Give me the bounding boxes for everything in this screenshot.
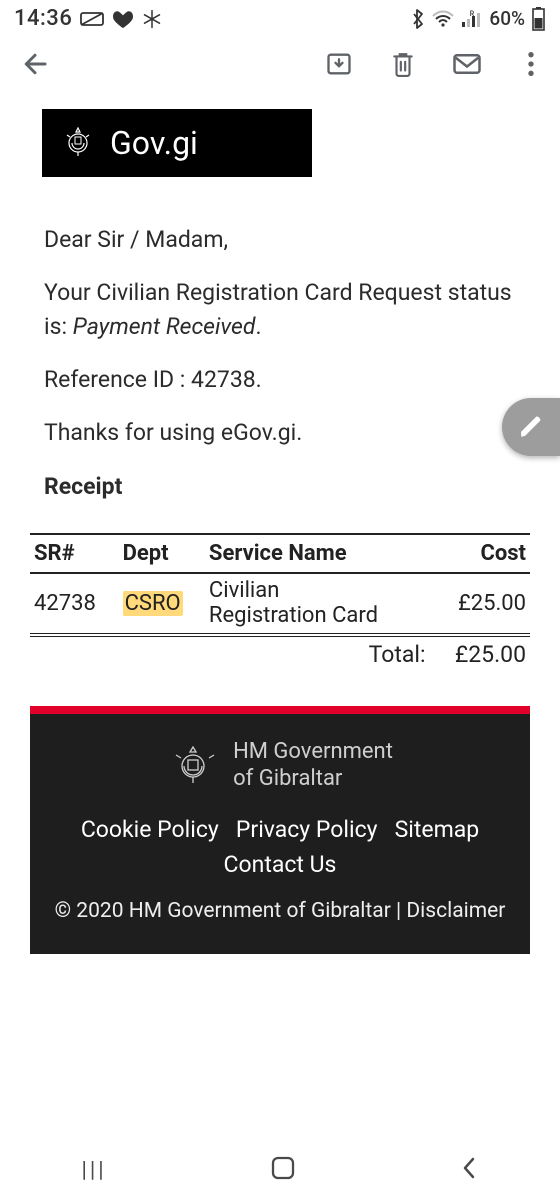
total-value: £25.00: [430, 637, 530, 672]
col-dept: Dept: [119, 534, 205, 573]
gov-logo-text: Gov.gi: [110, 124, 198, 162]
cell-sr: 42738: [30, 573, 119, 635]
battery-pct: 60%: [489, 7, 525, 30]
email-footer: HM Government of Gibraltar Cookie Policy…: [30, 706, 530, 955]
email-toolbar: [0, 33, 560, 99]
more-button[interactable]: [514, 47, 548, 81]
status-bar: 14:36 R 60%: [0, 0, 560, 33]
signal-icon: R: [461, 10, 483, 28]
link-cookie[interactable]: Cookie Policy: [81, 816, 219, 843]
pencil-icon: [518, 414, 544, 440]
nav-recents[interactable]: |||: [81, 1158, 106, 1183]
crest-icon: [60, 123, 96, 163]
bluetooth-icon: [411, 8, 425, 30]
link-sitemap[interactable]: Sitemap: [395, 816, 480, 843]
android-navbar: |||: [0, 1140, 560, 1200]
archive-button[interactable]: [322, 47, 356, 81]
status-icon-1: [80, 10, 104, 28]
salutation: Dear Sir / Madam,: [44, 223, 516, 256]
footer-links: Cookie Policy Privacy Policy Sitemap Con…: [52, 812, 508, 883]
col-service: Service Name: [205, 534, 430, 573]
back-button[interactable]: [18, 47, 52, 81]
status-line: Your Civilian Registration Card Request …: [44, 276, 516, 343]
total-row: Total: £25.00: [30, 637, 530, 672]
cell-cost: £25.00: [430, 573, 530, 635]
mail-button[interactable]: [450, 47, 484, 81]
total-label: Total:: [30, 637, 430, 672]
status-clock: 14:36: [14, 6, 72, 31]
nav-home[interactable]: [270, 1155, 296, 1185]
battery-icon: [531, 7, 546, 31]
footer-org: HM Government of Gibraltar: [233, 739, 393, 792]
footer-copyright: © 2020 HM Government of Gibraltar | Disc…: [52, 897, 508, 926]
table-row: 42738 CSRO Civilian Registration Card £2…: [30, 573, 530, 635]
receipt-header: Receipt: [44, 470, 516, 503]
delete-button[interactable]: [386, 47, 420, 81]
footer-crest-icon: [167, 738, 219, 794]
heart-icon: [112, 9, 134, 29]
nav-back[interactable]: [459, 1155, 479, 1185]
cell-service: Civilian Registration Card: [205, 573, 430, 635]
cell-dept: CSRO: [119, 573, 205, 635]
col-sr: SR#: [30, 534, 119, 573]
link-contact[interactable]: Contact Us: [224, 851, 337, 878]
col-cost: Cost: [430, 534, 530, 573]
receipt-table: SR# Dept Service Name Cost 42738 CSRO Ci…: [30, 533, 530, 672]
thanks-line: Thanks for using eGov.gi.: [44, 416, 516, 449]
snowflake-icon: [142, 9, 162, 29]
reference-line: Reference ID : 42738.: [44, 363, 516, 396]
gov-logo-bar: Gov.gi: [42, 109, 312, 177]
footer-red-bar: [30, 706, 530, 714]
link-privacy[interactable]: Privacy Policy: [236, 816, 378, 843]
wifi-icon: [431, 10, 455, 28]
compose-fab[interactable]: [502, 398, 560, 456]
email-body: Gov.gi Dear Sir / Madam, Your Civilian R…: [0, 99, 560, 954]
